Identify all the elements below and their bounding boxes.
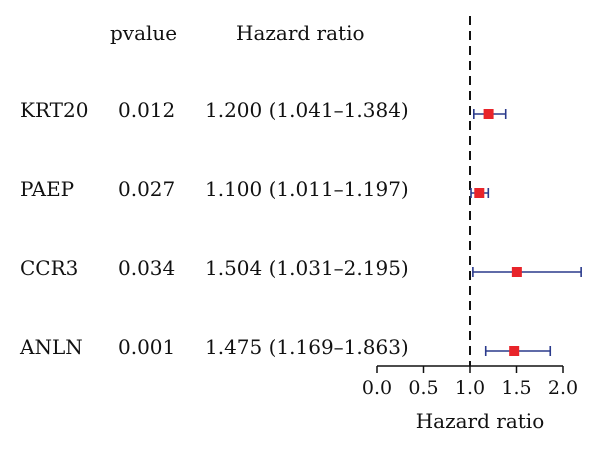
hazard-ratio-point: [474, 188, 485, 198]
row-hazard-ratio-text: 1.475 (1.169–1.863): [205, 335, 409, 359]
ci-mark-paep: [470, 188, 490, 198]
row-gene-label: CCR3: [20, 256, 78, 280]
x-tick-label: 0.5: [408, 377, 438, 399]
header-pvalue: pvalue: [110, 21, 177, 45]
row-gene-label: PAEP: [20, 177, 74, 201]
row-hazard-ratio-text: 1.504 (1.031–2.195): [205, 256, 409, 280]
x-axis-label: Hazard ratio: [416, 409, 545, 433]
x-tick-label: 0.0: [362, 377, 392, 399]
row-hazard-ratio-text: 1.200 (1.041–1.384): [205, 98, 409, 122]
hazard-ratio-point: [509, 346, 520, 356]
ci-mark-krt20: [473, 109, 507, 119]
row-pvalue: 0.012: [118, 98, 175, 122]
hazard-ratio-point: [483, 109, 494, 119]
plot-area: [469, 16, 582, 366]
row-pvalue: 0.001: [118, 335, 175, 359]
hazard-ratio-point: [511, 267, 522, 277]
ci-mark-ccr3: [472, 267, 582, 277]
row-pvalue: 0.034: [118, 256, 175, 280]
header-hazard-ratio: Hazard ratio: [236, 21, 365, 45]
row-hazard-ratio-text: 1.100 (1.011–1.197): [205, 177, 409, 201]
row-pvalue: 0.027: [118, 177, 175, 201]
row-gene-label: ANLN: [19, 335, 83, 359]
ci-mark-anln: [484, 346, 552, 356]
x-axis: 0.0 0.5 1.0 1.5 2.0: [362, 365, 578, 399]
x-tick-label: 2.0: [548, 377, 578, 399]
row-gene-label: KRT20: [20, 98, 88, 122]
table-rows: KRT20 0.012 1.200 (1.041–1.384) PAEP 0.027 1.…: [19, 98, 409, 359]
x-tick-label: 1.5: [501, 377, 531, 399]
x-tick-label: 1.0: [455, 377, 485, 399]
